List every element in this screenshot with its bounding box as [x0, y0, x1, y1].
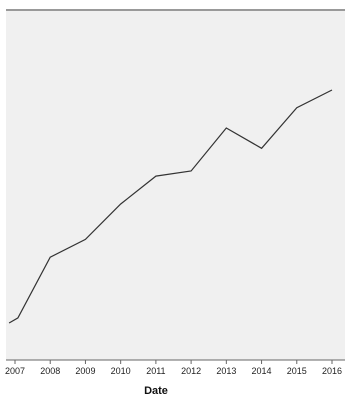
x-tick-label: 2013	[216, 366, 236, 376]
x-tick-label: 2007	[5, 366, 25, 376]
plot-background	[6, 10, 345, 360]
x-tick-label: 2010	[111, 366, 131, 376]
x-tick-label: 2015	[287, 366, 307, 376]
series-line	[8, 89, 333, 324]
x-tick-label: 2014	[252, 366, 272, 376]
x-tick-label: 2016	[322, 366, 342, 376]
x-tick-label: 2009	[75, 366, 95, 376]
x-axis-ticks: 2007 2008 2009 2010 2011 2012 2013 2014 2015 2016	[5, 360, 342, 376]
x-tick-label: 2012	[181, 366, 201, 376]
x-axis-title: Date	[144, 385, 168, 396]
x-tick-label: 2011	[146, 366, 165, 376]
x-tick-label: 2008	[40, 366, 60, 376]
